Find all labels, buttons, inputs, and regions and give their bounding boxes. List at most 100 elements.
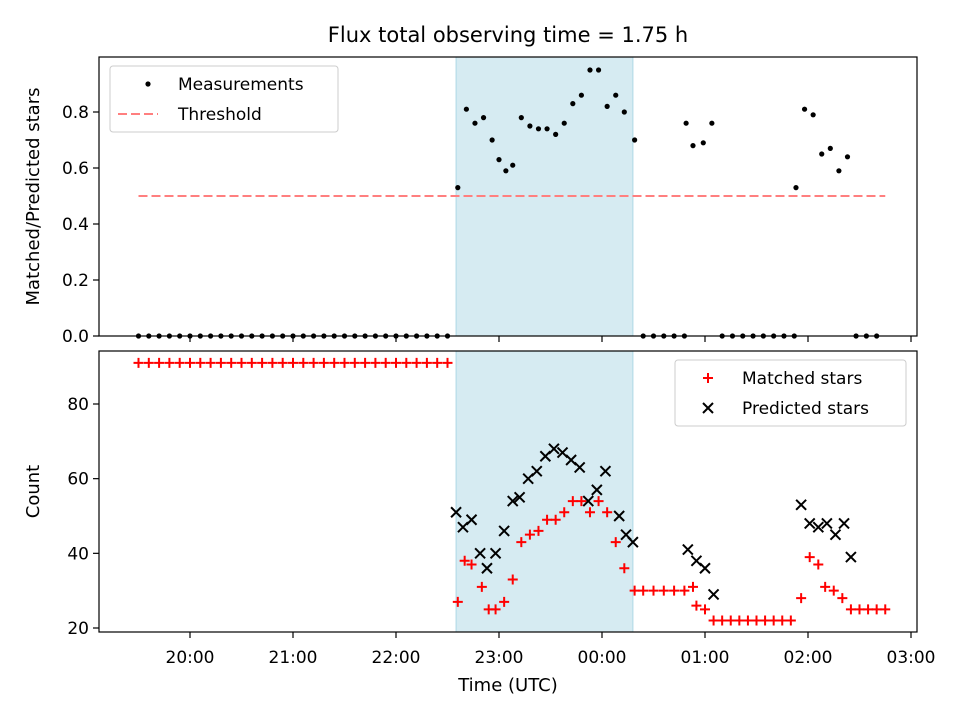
matched-stars-point [349, 357, 360, 368]
matched-stars-point [687, 581, 698, 592]
y-tick-label: 0.6 [62, 159, 89, 179]
predicted-stars-point [489, 547, 502, 560]
matched-stars-point [638, 585, 649, 596]
measurement-point [561, 120, 567, 126]
predicted-stars-point [599, 465, 612, 477]
matched-stars-point [442, 357, 453, 368]
y-tick-label: 80 [67, 395, 89, 415]
matched-stars-point [813, 559, 824, 570]
matched-stars-point [845, 604, 856, 615]
legend-label: Measurements [178, 75, 304, 95]
predicted-stars-point [707, 588, 720, 601]
measurement-point [510, 162, 516, 168]
measurement-point [553, 131, 559, 137]
matched-stars-point [339, 357, 350, 368]
matched-stars-point [401, 357, 412, 368]
x-tick-label: 01:00 [681, 648, 730, 668]
x-tick-label: 21:00 [269, 648, 318, 668]
measurement-point [503, 168, 509, 174]
chart-title: Flux total observing time = 1.75 h [328, 23, 688, 47]
matched-stars-point [459, 555, 470, 566]
measurement-point [801, 106, 808, 112]
predicted-stars-point [613, 510, 625, 522]
legend-label: Predicted stars [742, 399, 869, 419]
matched-stars-point [499, 596, 510, 607]
matched-stars-point [277, 357, 288, 368]
matched-stars-point [533, 525, 544, 536]
matched-stars-point [629, 585, 640, 596]
predicted-stars-point [573, 461, 586, 474]
predicted-stars-point [627, 536, 639, 548]
matched-stars-point [205, 357, 216, 368]
x-tick-label: 22:00 [372, 648, 421, 668]
matched-stars-point [593, 496, 604, 507]
legend-marker [703, 373, 713, 383]
y-tick-label: 0.2 [62, 271, 89, 291]
measurement-point [496, 157, 502, 163]
y-tick-label: 60 [67, 470, 89, 490]
measurement-point [578, 92, 585, 98]
legend: Measurements Threshold [109, 65, 339, 133]
legend-marker [702, 402, 714, 414]
measurement-point [810, 112, 816, 118]
matched-stars-point [725, 615, 736, 626]
measurement-point [621, 109, 627, 115]
shaded-region [455, 350, 634, 633]
measurement-point [463, 106, 469, 112]
matched-stars-point [820, 581, 831, 592]
matched-stars-point [863, 604, 874, 615]
y-tick-label: 20 [67, 619, 89, 639]
matched-stars-point [267, 357, 278, 368]
matched-stars-point [133, 357, 144, 368]
matched-stars-point [854, 604, 865, 615]
axes-frame [98, 56, 918, 337]
matched-stars-point [708, 615, 719, 626]
predicted-stars-point [821, 517, 833, 530]
predicted-stars-point [829, 528, 842, 541]
matched-stars-point [380, 357, 391, 368]
matched-stars-point [785, 615, 796, 626]
measurement-point [587, 67, 593, 73]
matched-stars-point [215, 357, 226, 368]
matched-stars-point [751, 615, 762, 626]
matched-stars-point [717, 615, 728, 626]
matched-stars-point [195, 357, 206, 368]
predicted-stars-point [804, 517, 816, 530]
predicted-stars-point [474, 547, 486, 560]
measurement-point [709, 120, 715, 126]
x-tick-label: 00:00 [578, 648, 627, 668]
matched-stars-point [760, 615, 771, 626]
predicted-stars-point [699, 562, 711, 574]
measurement-point [480, 115, 487, 121]
measurement-point [700, 140, 706, 146]
matched-stars-point [669, 585, 680, 596]
x-tick-label: 23:00 [475, 648, 524, 668]
matched-stars-point [246, 357, 257, 368]
predicted-stars-point [513, 491, 526, 504]
matched-stars-point [360, 357, 371, 368]
predicted-stars-point [582, 495, 594, 507]
measurement-point [472, 120, 478, 126]
y-tick-label: 0.4 [62, 215, 89, 235]
matched-stars-point [559, 507, 570, 518]
y-tick-label: 0.8 [62, 103, 89, 123]
legend-box [674, 359, 907, 427]
legend-marker [145, 81, 151, 87]
bottom-panel: 20 40 60 80 20:00 21:00 22:00 23:00 00:00 01:00 02… [23, 350, 936, 668]
matched-stars-point [742, 615, 753, 626]
matched-stars-point [602, 507, 613, 518]
legend: Matched stars Predicted stars [674, 359, 907, 427]
measurement-point [613, 92, 619, 98]
y-axis-label: Count [23, 465, 44, 518]
matched-stars-point [804, 552, 815, 563]
matched-stars-point [466, 559, 477, 570]
measurement-point [595, 67, 602, 73]
legend-label: Matched stars [742, 369, 862, 389]
matched-stars-point [871, 604, 882, 615]
measurement-point [527, 123, 533, 129]
measurement-point [535, 126, 542, 132]
predicted-stars-point [450, 506, 462, 518]
predicted-stars-point [812, 521, 825, 533]
legend-label: Threshold [177, 105, 262, 125]
